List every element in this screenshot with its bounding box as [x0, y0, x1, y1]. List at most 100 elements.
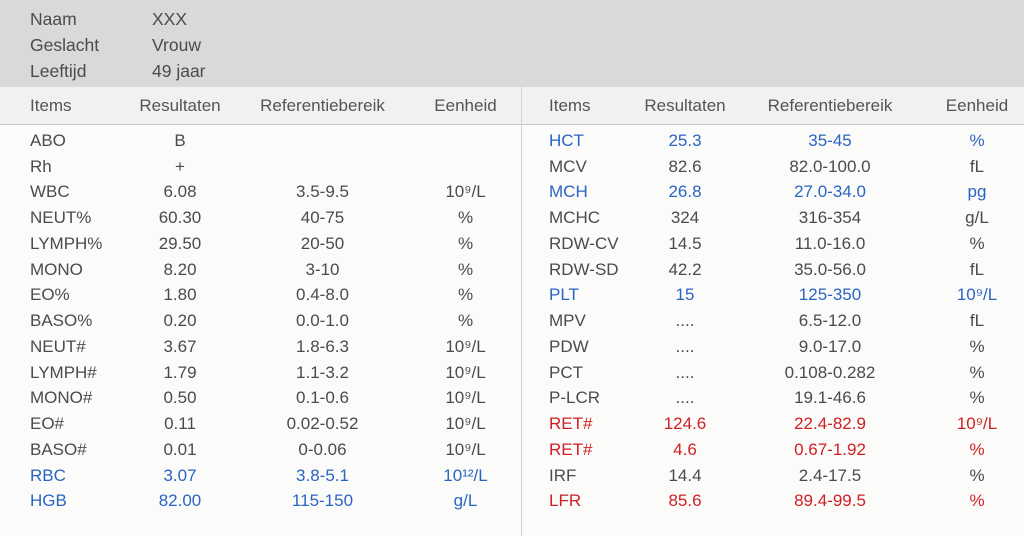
- row-unit: g/L: [453, 491, 478, 511]
- row-result-value: ....: [675, 388, 695, 408]
- table-row: NEUT% 60.30 40-75%: [0, 205, 521, 231]
- table-row: MCV 82.6 82.0-100.0 fL: [522, 154, 1024, 180]
- row-unit: 10⁹/L: [445, 362, 486, 382]
- row-item-label: RET#: [549, 439, 593, 459]
- row-unit: 10⁹/L: [956, 414, 998, 434]
- row-result-value: 1.79: [163, 362, 197, 382]
- row-reference-range: 3.8-5.1: [296, 465, 349, 485]
- row-unit: %: [969, 233, 985, 253]
- row-item-label: LYMPH#: [30, 362, 97, 382]
- row-result-value: 0.11: [164, 414, 196, 434]
- row-result-value: 14.4: [668, 465, 702, 485]
- results-table-left: Items Resultaten Referentiebereik Eenhei…: [0, 87, 521, 536]
- row-item-label: RBC: [30, 465, 66, 485]
- row-unit: %: [457, 233, 474, 253]
- row-unit: %: [457, 259, 474, 279]
- row-result-value: 82.00: [158, 491, 202, 511]
- table-header-right: Items Resultaten Referentiebereik Eenhei…: [522, 87, 1024, 125]
- row-item-label: LFR: [549, 491, 582, 511]
- row-unit: 10⁹/L: [445, 388, 486, 408]
- column-header-unit: Eenheid: [434, 95, 497, 115]
- table-body-left: ABO B Rh + WBC 6.08 3.5-9.5 10⁹/L NEUT% 60.30 40-7…: [0, 125, 521, 514]
- row-result-value: 29.50: [158, 233, 202, 253]
- row-result-value: 0.01: [163, 439, 197, 459]
- row-unit: %: [457, 311, 474, 331]
- row-result-value: 3.07: [163, 465, 197, 485]
- row-unit: %: [457, 285, 474, 305]
- row-result-value: 324: [670, 208, 700, 228]
- table-row: MCHC 324 316-354 g/L: [522, 205, 1024, 231]
- row-item-label: HGB: [30, 491, 67, 511]
- table-row: RET# 124.6 22.4-82.9 10⁹/L: [522, 411, 1024, 437]
- column-header-range: Referentiebereik: [767, 95, 893, 115]
- row-item-label: HCT: [549, 130, 584, 150]
- row-reference-range: 20-50: [300, 233, 345, 253]
- row-item-label: NEUT%: [30, 208, 92, 228]
- patient-gender-value: Vrouw: [152, 35, 201, 55]
- row-reference-range: 0.108-0.282: [784, 362, 876, 382]
- row-item-label: MONO: [30, 259, 83, 279]
- row-item-label: PDW: [549, 336, 589, 356]
- row-reference-range: 40-75: [300, 208, 345, 228]
- table-row: NEUT# 3.67 1.8-6.3 10⁹/L: [0, 334, 521, 360]
- row-result-value: 3.67: [163, 336, 197, 356]
- table-row: EO% 1.80 0.4-8.0%: [0, 283, 521, 309]
- table-row: BASO% 0.20 0.0-1.0%: [0, 308, 521, 334]
- row-item-label: MONO#: [30, 388, 93, 408]
- table-row: WBC 6.08 3.5-9.5 10⁹/L: [0, 180, 521, 206]
- row-result-value: 8.20: [163, 259, 197, 279]
- patient-row-gender: Geslacht Vrouw: [30, 32, 1024, 58]
- table-row: P-LCR.... 19.1-46.6%: [522, 386, 1024, 412]
- row-item-label: BASO#: [30, 439, 87, 459]
- row-item-label: BASO%: [30, 311, 93, 331]
- table-row: LYMPH% 29.50 20-50%: [0, 231, 521, 257]
- row-item-label: PLT: [549, 285, 579, 305]
- row-item-label: PCT: [549, 362, 583, 382]
- table-row: MONO# 0.50 0.1-0.6 10⁹/L: [0, 386, 521, 412]
- column-header-items: Items: [549, 95, 591, 115]
- row-result-value: 1.80: [163, 285, 197, 305]
- row-reference-range: 316-354: [798, 208, 862, 228]
- row-item-label: P-LCR: [549, 388, 601, 408]
- table-row: PDW.... 9.0-17.0%: [522, 334, 1024, 360]
- table-row: RDW-SD 42.2 35.0-56.0 fL: [522, 257, 1024, 283]
- row-result-value: 42.2: [668, 259, 702, 279]
- row-reference-range: 27.0-34.0: [794, 182, 866, 202]
- table-row: PCT.... 0.108-0.282%: [522, 360, 1024, 386]
- row-result-value: 85.6: [668, 491, 702, 511]
- table-row: LFR 85.6 89.4-99.5%: [522, 489, 1024, 515]
- row-unit: %: [969, 388, 985, 408]
- patient-row-age: Leeftijd 49 jaar: [30, 58, 1024, 84]
- row-reference-range: 35.0-56.0: [794, 259, 866, 279]
- row-reference-range: 82.0-100.0: [789, 156, 871, 176]
- patient-age-value: 49 jaar: [152, 61, 206, 81]
- row-item-label: ABO: [30, 130, 66, 150]
- patient-info-panel: Naam XXX Geslacht Vrouw Leeftijd 49 jaar: [0, 0, 1024, 87]
- row-reference-range: 0-0.06: [298, 439, 347, 459]
- table-row: MCH 26.8 27.0-34.0 pg: [522, 180, 1024, 206]
- row-reference-range: 0.0-1.0: [296, 311, 349, 331]
- patient-gender-label: Geslacht: [30, 35, 100, 55]
- row-unit: fL: [969, 259, 985, 279]
- row-unit: 10¹²/L: [443, 465, 488, 485]
- table-row: RBC 3.07 3.8-5.1 10¹²/L: [0, 463, 521, 489]
- table-row: Rh +: [0, 154, 521, 180]
- table-row: MONO 8.20 3-10%: [0, 257, 521, 283]
- row-item-label: MCHC: [549, 208, 600, 228]
- row-item-label: IRF: [549, 465, 577, 485]
- row-reference-range: 3-10: [305, 259, 340, 279]
- table-row: RDW-CV 14.5 11.0-16.0%: [522, 231, 1024, 257]
- row-unit: %: [457, 208, 474, 228]
- row-reference-range: 89.4-99.5: [794, 491, 866, 511]
- row-unit: g/L: [965, 208, 989, 228]
- row-unit: %: [969, 336, 985, 356]
- row-unit: pg: [967, 182, 987, 202]
- row-result-value: 6.08: [163, 182, 197, 202]
- row-unit: %: [969, 465, 985, 485]
- column-header-results: Resultaten: [139, 95, 221, 115]
- results-table-right: Items Resultaten Referentiebereik Eenhei…: [522, 87, 1024, 536]
- table-row: HCT 25.3 35-45%: [522, 128, 1024, 154]
- row-reference-range: 19.1-46.6: [794, 388, 866, 408]
- row-result-value: 0.50: [163, 388, 197, 408]
